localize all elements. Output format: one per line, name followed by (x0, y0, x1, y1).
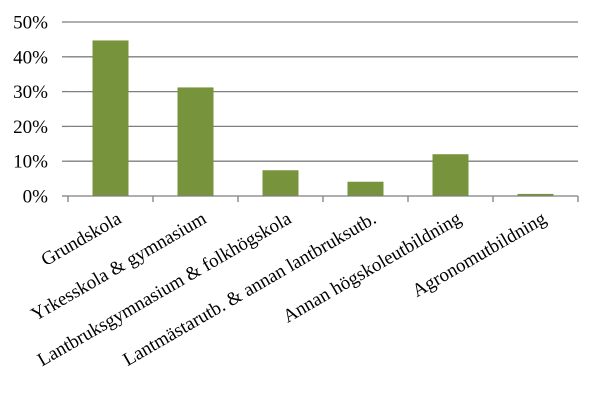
y-tick-label: 20% (13, 117, 48, 138)
bar (177, 87, 214, 196)
x-axis (62, 21, 579, 202)
y-tick-label: 30% (13, 82, 48, 103)
y-tick-label: 10% (13, 152, 48, 173)
y-tick-label: 0% (23, 187, 49, 208)
bar (92, 40, 129, 196)
bar (432, 154, 469, 196)
gridlines (68, 21, 578, 162)
bar (262, 170, 299, 196)
bar (347, 181, 384, 196)
bar (517, 193, 554, 196)
y-tick-label: 50% (13, 13, 48, 34)
bars (92, 40, 554, 196)
y-tick-label: 40% (13, 47, 48, 68)
y-axis-tick-labels: 0% 10% 20% 30% 40% 50% (13, 13, 48, 208)
